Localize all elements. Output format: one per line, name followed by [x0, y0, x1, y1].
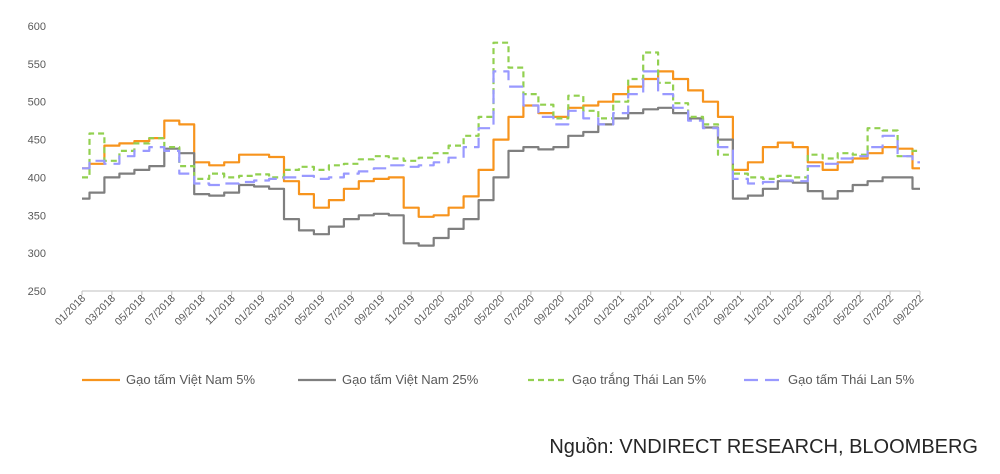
x-tick-label: 05/2020: [472, 293, 507, 328]
x-tick-label: 11/2019: [383, 293, 418, 328]
x-tick-label: 05/2021: [651, 293, 686, 328]
x-tick-label: 03/2019: [262, 293, 297, 328]
y-tick-label: 350: [28, 210, 46, 222]
x-tick-label: 07/2022: [861, 293, 896, 328]
series-layer: [82, 41, 920, 247]
x-tick-label: 03/2018: [83, 293, 118, 328]
x-tick-label: 01/2020: [412, 293, 447, 328]
source-note: Nguồn: VNDIRECT RESEARCH, BLOOMBERG: [549, 436, 978, 458]
x-axis: 01/201803/201805/201807/201809/201811/20…: [53, 290, 926, 328]
series-line-2: [82, 106, 920, 247]
y-tick-label: 600: [28, 21, 46, 33]
x-tick-label: 07/2018: [143, 293, 178, 328]
legend-label-4: Gạo tấm Thái Lan 5%: [788, 372, 915, 387]
x-tick-label: 07/2021: [681, 293, 716, 328]
x-tick-label: 11/2018: [203, 293, 238, 328]
legend-label-2: Gạo tấm Việt Nam 25%: [342, 372, 479, 387]
x-tick-label: 03/2021: [621, 293, 656, 328]
y-tick-label: 500: [28, 97, 46, 109]
x-tick-label: 07/2020: [502, 293, 537, 328]
x-tick-label: 05/2019: [292, 293, 327, 328]
x-tick-label: 05/2022: [831, 293, 866, 328]
x-tick-label: 09/2022: [891, 293, 926, 328]
series-line-1: [82, 70, 920, 218]
x-tick-label: 01/2021: [592, 293, 627, 328]
x-tick-label: 11/2021: [742, 293, 777, 328]
legend-label-1: Gạo tấm Việt Nam 5%: [126, 372, 256, 387]
x-tick-label: 09/2021: [711, 293, 746, 328]
x-tick-label: 07/2019: [322, 293, 357, 328]
x-tick-label: 03/2022: [801, 293, 836, 328]
x-tick-label: 09/2019: [352, 293, 387, 328]
series-line-4: [82, 70, 920, 187]
x-tick-label: 09/2018: [173, 293, 208, 328]
x-tick-label: 01/2022: [771, 293, 806, 328]
y-axis: 250 300 350 400 450 500 550 600: [28, 21, 46, 298]
x-tick-label: 05/2018: [113, 293, 148, 328]
y-tick-label: 400: [28, 172, 46, 184]
x-tick-label: 01/2018: [53, 293, 88, 328]
y-tick-label: 550: [28, 59, 46, 71]
legend-label-3: Gạo trắng Thái Lan 5%: [572, 372, 707, 387]
x-tick-label: 11/2020: [562, 293, 597, 328]
x-tick-label: 01/2019: [232, 293, 267, 328]
y-tick-label: 450: [28, 135, 46, 147]
y-tick-label: 250: [28, 286, 46, 298]
y-tick-label: 300: [28, 248, 46, 260]
series-line-3: [82, 41, 920, 180]
x-tick-label: 09/2020: [532, 293, 567, 328]
legend: Gạo tấm Việt Nam 5% Gạo tấm Việt Nam 25% G…: [82, 372, 915, 387]
x-tick-label: 03/2020: [442, 293, 477, 328]
